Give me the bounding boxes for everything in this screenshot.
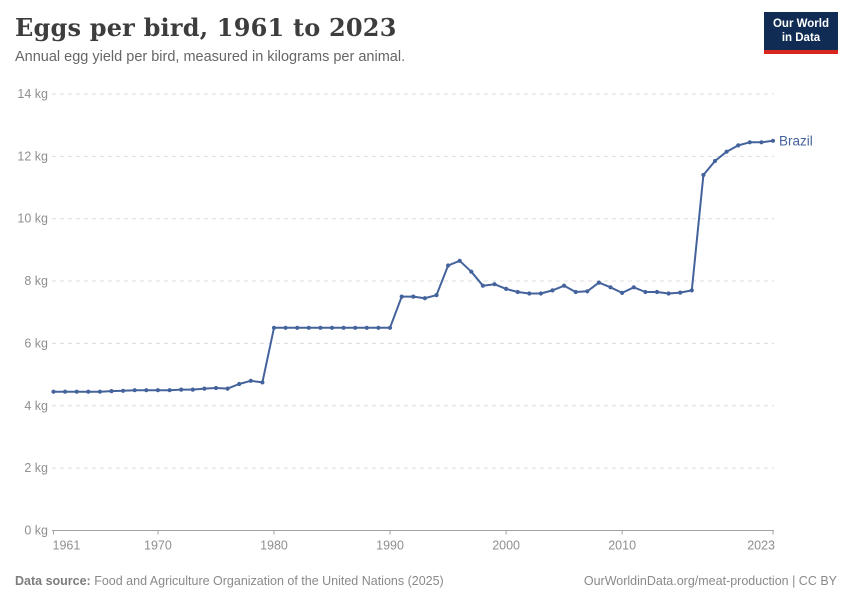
y-tick-label: 4 kg bbox=[24, 399, 48, 413]
x-axis-labels: 1961 1970 1980 1990 2000 2010 2023 bbox=[53, 530, 775, 553]
y-axis-labels: 0 kg 2 kg 4 kg 6 kg 8 kg 10 kg 12 kg 14 kg bbox=[17, 87, 48, 538]
owid-logo[interactable]: Our World in Data bbox=[764, 12, 838, 54]
data-point bbox=[248, 378, 253, 383]
data-point bbox=[63, 389, 68, 394]
data-point bbox=[144, 388, 149, 393]
data-point bbox=[387, 325, 393, 330]
data-point bbox=[515, 289, 520, 295]
x-tick-label: 1980 bbox=[260, 539, 288, 553]
owid-logo-line2: in Data bbox=[781, 32, 821, 45]
data-point bbox=[480, 283, 485, 288]
data-point bbox=[51, 389, 56, 394]
page-title: Eggs per bird, 1961 to 2023 bbox=[15, 13, 397, 42]
data-point bbox=[434, 293, 439, 298]
data-point bbox=[329, 325, 335, 330]
data-point bbox=[399, 294, 404, 299]
data-point bbox=[237, 381, 242, 387]
brazil-line bbox=[52, 139, 774, 393]
data-point bbox=[179, 387, 184, 392]
y-tick-label: 12 kg bbox=[17, 149, 48, 163]
x-tick-label: 2000 bbox=[492, 539, 520, 553]
x-tick-label: 1970 bbox=[144, 539, 172, 553]
x-tick-label: 1961 bbox=[53, 539, 81, 553]
y-tick-label: 6 kg bbox=[24, 336, 48, 350]
data-point bbox=[97, 389, 102, 394]
data-point bbox=[202, 386, 207, 391]
data-source-label: Data source: bbox=[15, 574, 91, 588]
y-tick-label: 0 kg bbox=[24, 524, 48, 538]
series-label-brazil[interactable]: Brazil bbox=[779, 133, 813, 148]
data-point bbox=[608, 285, 613, 290]
data-point bbox=[353, 325, 358, 330]
data-point bbox=[121, 388, 126, 393]
data-point bbox=[736, 143, 741, 148]
data-point bbox=[550, 288, 555, 293]
data-point bbox=[538, 291, 544, 296]
data-point bbox=[620, 290, 625, 295]
data-point bbox=[364, 325, 369, 330]
data-point bbox=[446, 263, 451, 268]
data-point bbox=[701, 172, 706, 178]
y-gridlines bbox=[52, 93, 774, 531]
chart-footer: Data source: Food and Agriculture Organi… bbox=[15, 574, 837, 588]
data-point bbox=[86, 389, 91, 394]
data-point bbox=[527, 291, 532, 296]
data-point bbox=[724, 149, 729, 154]
x-tick-label: 2010 bbox=[608, 539, 636, 553]
data-point bbox=[167, 388, 172, 393]
x-tick-label: 1990 bbox=[376, 539, 404, 553]
data-point bbox=[504, 286, 509, 291]
data-point bbox=[654, 289, 660, 295]
data-point bbox=[376, 325, 381, 330]
data-point bbox=[678, 290, 683, 295]
y-tick-label: 2 kg bbox=[24, 461, 48, 475]
data-point bbox=[422, 296, 427, 301]
data-point bbox=[689, 288, 694, 293]
data-point bbox=[469, 269, 474, 274]
data-point bbox=[260, 380, 265, 385]
data-point bbox=[411, 294, 416, 299]
data-point bbox=[562, 283, 567, 288]
data-point bbox=[573, 289, 578, 295]
data-point bbox=[132, 388, 137, 393]
data-point bbox=[271, 325, 277, 330]
data-source: Data source: Food and Agriculture Organi… bbox=[15, 574, 444, 588]
data-point bbox=[712, 158, 718, 164]
data-point bbox=[225, 386, 230, 391]
data-point bbox=[759, 140, 764, 145]
data-point bbox=[190, 387, 195, 392]
data-point bbox=[631, 285, 636, 290]
owid-logo-line1: Our World bbox=[772, 18, 829, 30]
brazil-data-points bbox=[51, 138, 776, 394]
data-point bbox=[213, 385, 219, 391]
data-point bbox=[585, 289, 590, 294]
chart-header: Eggs per bird, 1961 to 2023 Annual egg y… bbox=[15, 13, 745, 65]
data-point bbox=[666, 291, 671, 296]
footer-citation-link[interactable]: OurWorldinData.org/meat-production | CC … bbox=[583, 574, 837, 588]
data-point bbox=[747, 140, 752, 145]
x-tick-label: 2023 bbox=[747, 539, 775, 553]
chart-subtitle: Annual egg yield per bird, measured in k… bbox=[15, 49, 406, 65]
data-point bbox=[457, 258, 462, 263]
data-point bbox=[295, 325, 300, 330]
data-point bbox=[155, 388, 160, 393]
data-point bbox=[318, 325, 323, 330]
data-point bbox=[306, 325, 311, 330]
data-point bbox=[341, 325, 346, 330]
y-tick-label: 14 kg bbox=[17, 87, 48, 101]
data-point bbox=[109, 389, 114, 394]
data-point bbox=[283, 325, 288, 330]
y-tick-label: 10 kg bbox=[17, 212, 48, 226]
data-source-text: Food and Agriculture Organization of the… bbox=[90, 574, 444, 588]
data-point bbox=[596, 280, 602, 285]
data-point bbox=[770, 138, 776, 143]
y-tick-label: 8 kg bbox=[24, 274, 48, 288]
data-point bbox=[492, 282, 497, 287]
data-point bbox=[74, 389, 79, 394]
data-point bbox=[643, 289, 648, 295]
